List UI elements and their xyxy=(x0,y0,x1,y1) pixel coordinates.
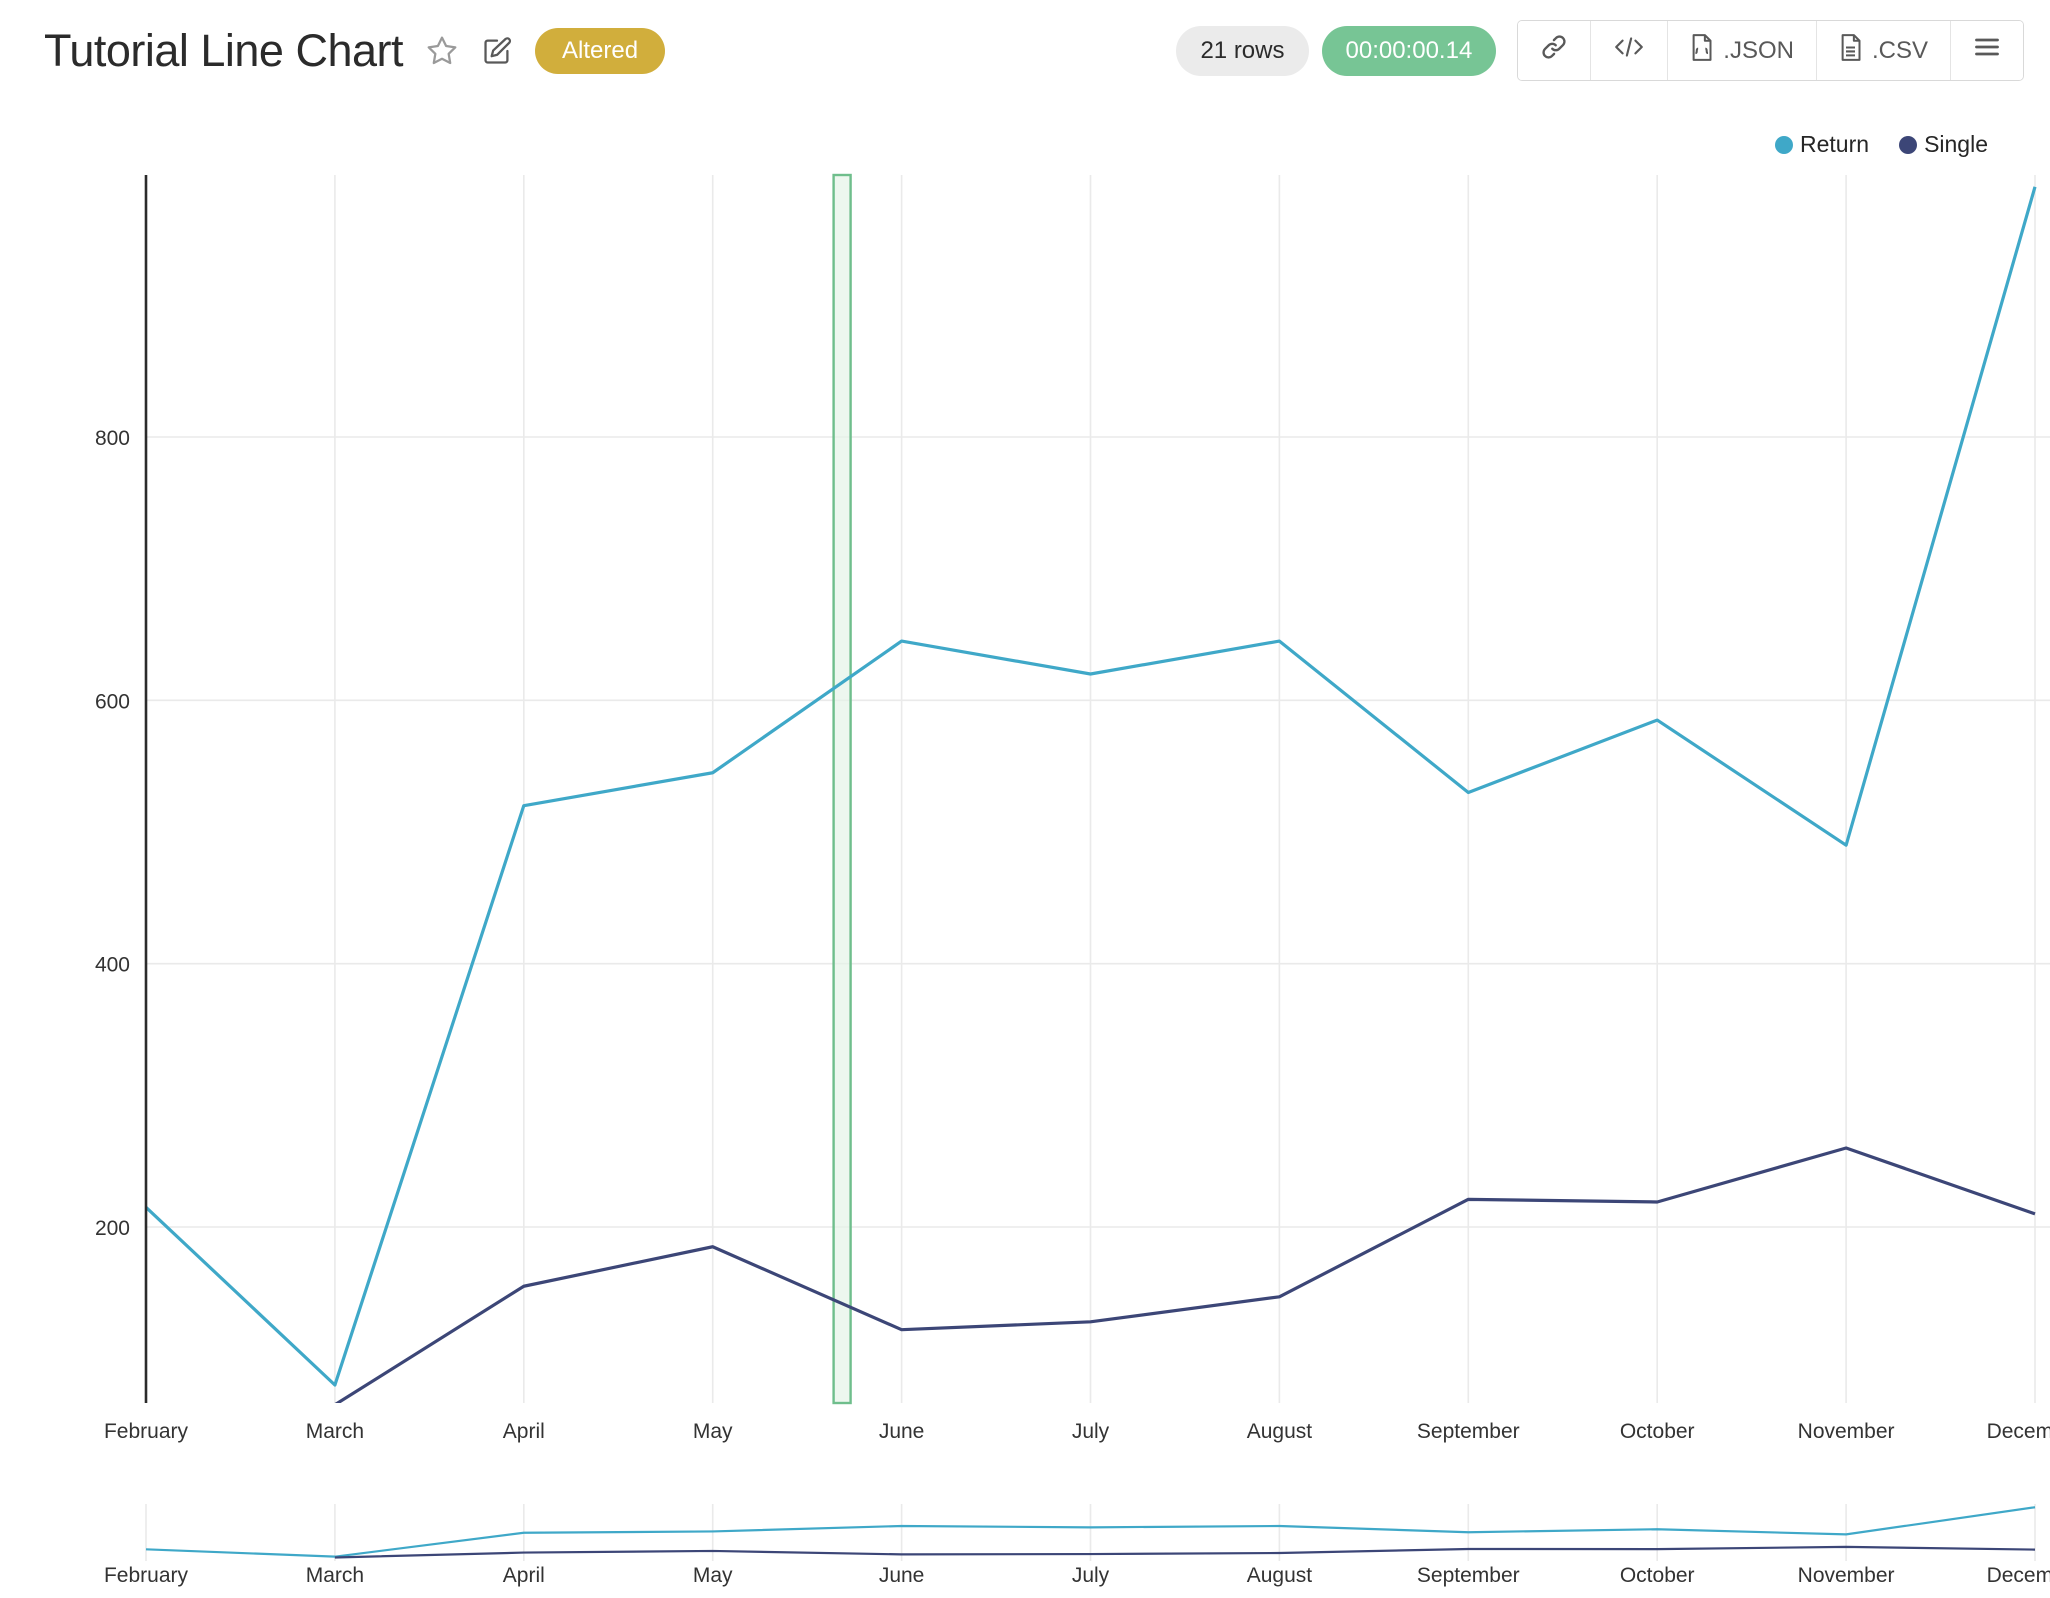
svg-text:February: February xyxy=(104,1420,189,1443)
download-csv-label: .CSV xyxy=(1871,36,1928,64)
export-toolbar: .JSON .CSV xyxy=(1517,20,2024,81)
embed-code-button[interactable] xyxy=(1590,21,1668,80)
series-line-single xyxy=(334,1146,2036,1403)
svg-text:November: November xyxy=(1798,1564,1895,1587)
svg-text:April: April xyxy=(503,1564,545,1587)
hamburger-icon xyxy=(1973,33,2001,68)
svg-text:400: 400 xyxy=(95,954,130,977)
svg-text:800: 800 xyxy=(95,427,130,450)
code-icon xyxy=(1613,34,1645,67)
svg-text:July: July xyxy=(1072,1420,1110,1443)
selection-band[interactable] xyxy=(832,173,852,1405)
download-csv-button[interactable]: .CSV xyxy=(1815,21,1950,80)
svg-text:February: February xyxy=(104,1564,189,1587)
legend-dot-single xyxy=(1899,135,1918,154)
row-count-badge: 21 rows xyxy=(1176,25,1309,76)
legend-label-return: Return xyxy=(1800,131,1870,157)
mini-series-line-return xyxy=(145,1506,2036,1558)
svg-text:May: May xyxy=(693,1564,733,1587)
chart-gridlines xyxy=(145,175,2050,1561)
download-json-button[interactable]: .JSON xyxy=(1667,21,1816,80)
axis-tick-labels: 200 400 600 800 February February March March Ap… xyxy=(95,427,2050,1587)
svg-text:September: September xyxy=(1417,1564,1520,1587)
svg-text:October: October xyxy=(1620,1420,1695,1443)
favorite-star-icon[interactable] xyxy=(425,34,459,68)
svg-text:August: August xyxy=(1247,1420,1313,1443)
svg-text:200: 200 xyxy=(95,1217,130,1240)
header-actions: 21 rows 00:00:00.14 xyxy=(1176,20,2024,81)
edit-icon[interactable] xyxy=(481,35,513,67)
series-line-return xyxy=(146,186,2037,1387)
svg-text:July: July xyxy=(1072,1564,1110,1587)
svg-text:March: March xyxy=(306,1420,364,1443)
execution-time-badge: 00:00:00.14 xyxy=(1321,25,1497,76)
svg-text:600: 600 xyxy=(95,690,130,713)
svg-text:December: December xyxy=(1987,1564,2050,1587)
chart-series xyxy=(145,186,2037,1559)
link-icon xyxy=(1540,33,1568,68)
svg-text:May: May xyxy=(693,1420,733,1443)
svg-text:April: April xyxy=(503,1420,545,1443)
svg-text:December: December xyxy=(1987,1420,2050,1443)
svg-text:June: June xyxy=(879,1420,925,1443)
svg-text:March: March xyxy=(306,1564,364,1587)
svg-text:October: October xyxy=(1620,1564,1695,1587)
file-csv-icon xyxy=(1839,33,1862,68)
legend-item-single[interactable]: Single xyxy=(1899,131,1988,158)
chart-legend: Return Single xyxy=(1775,131,1988,158)
legend-dot-return xyxy=(1775,135,1794,154)
page-title: Tutorial Line Chart xyxy=(44,24,404,76)
altered-badge: Altered xyxy=(535,27,666,74)
svg-text:November: November xyxy=(1798,1420,1895,1443)
title-group: Tutorial Line Chart Altered xyxy=(44,24,666,77)
download-json-label: .JSON xyxy=(1723,36,1794,64)
legend-label-single: Single xyxy=(1924,131,1988,157)
file-json-icon xyxy=(1690,33,1713,68)
share-link-button[interactable] xyxy=(1518,21,1591,80)
svg-text:June: June xyxy=(879,1564,925,1587)
svg-text:August: August xyxy=(1247,1564,1313,1587)
menu-button[interactable] xyxy=(1950,21,2023,80)
header: Tutorial Line Chart Altered 21 rows 00:0… xyxy=(44,20,2024,81)
legend-item-return[interactable]: Return xyxy=(1775,131,1869,158)
mini-series-line-single xyxy=(334,1545,2036,1559)
svg-text:September: September xyxy=(1417,1420,1520,1443)
